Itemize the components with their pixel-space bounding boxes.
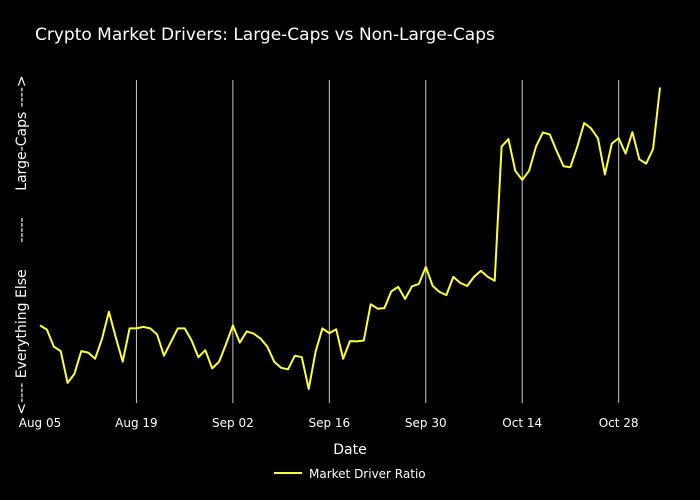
x-tick-label: Sep 16 — [308, 416, 350, 430]
x-tick-label: Oct 28 — [599, 416, 639, 430]
x-tick-label: Sep 02 — [212, 416, 254, 430]
legend[interactable]: Market Driver Ratio — [274, 467, 426, 481]
chart-title: Crypto Market Drivers: Large-Caps vs Non… — [35, 25, 495, 45]
x-tick-labels: Aug 05 Aug 19 Sep 02 Sep 16 Sep 30 Oct 14 Oct … — [19, 416, 639, 430]
x-tick-label: Sep 30 — [405, 416, 447, 430]
x-axis-title: Date — [333, 442, 366, 458]
grid-lines — [135, 80, 620, 403]
legend-label: Market Driver Ratio — [309, 467, 426, 481]
y-axis-title: <---- Everything Else ----- Large-Caps -… — [14, 75, 30, 414]
series-layer — [39, 87, 661, 390]
x-tick-label: Oct 14 — [502, 416, 542, 430]
series-line-market-driver-ratio[interactable] — [39, 87, 661, 390]
x-tick-label: Aug 19 — [115, 416, 158, 430]
x-tick-label: Aug 05 — [19, 416, 62, 430]
